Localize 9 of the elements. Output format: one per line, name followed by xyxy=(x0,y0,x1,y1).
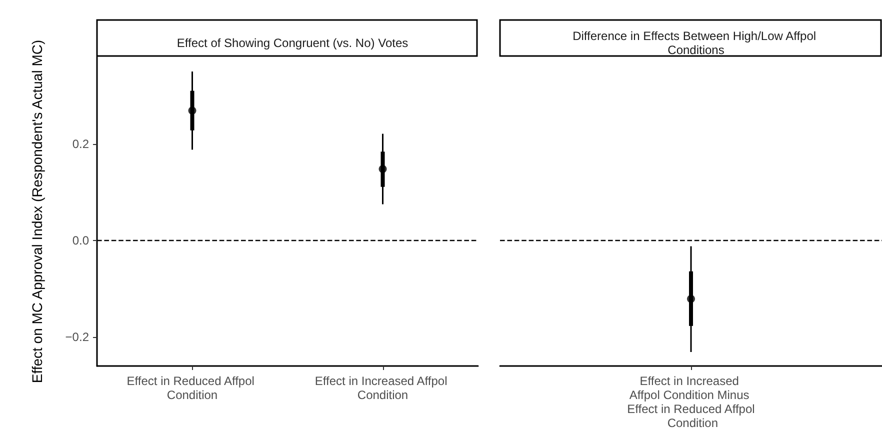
x-tick-label: Effect in Increased Affpol Condition xyxy=(314,374,451,402)
y-tick-label: 0.2 xyxy=(72,136,90,151)
y-tick-label: 0.0 xyxy=(72,233,90,248)
x-tick-label: Effect in Reduced Affpol Condition xyxy=(126,374,258,402)
y-tick-label: −0.2 xyxy=(65,330,90,344)
x-tick-label: Effect in Increased Affpol Condition Minus Effect in Reduced Affpol Condition xyxy=(627,374,755,430)
chart-title: Effect of Showing Congruent (vs. No) Votes xyxy=(176,36,408,50)
chart-title: Difference in Effects Between High/Low Affpol Conditions xyxy=(572,29,820,57)
y-axis-title: Effect on MC Approval Index (Respondent's Actual MC) xyxy=(29,40,45,384)
